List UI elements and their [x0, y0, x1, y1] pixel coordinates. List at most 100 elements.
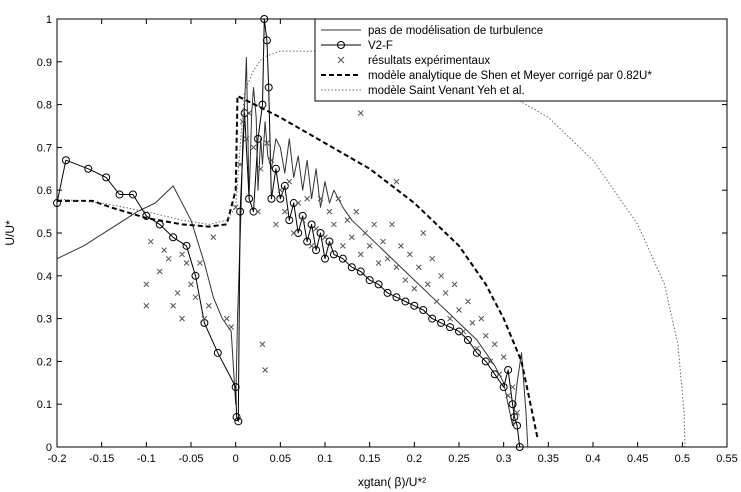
experimental-point	[469, 320, 476, 326]
y-tick-label: 0.9	[37, 57, 52, 69]
experimental-point	[424, 281, 431, 288]
experimental-point	[165, 255, 172, 262]
series-layer	[53, 15, 686, 451]
v2f-marker	[455, 327, 463, 336]
y-tick-label: 1	[46, 14, 52, 26]
v2f-marker	[513, 421, 522, 430]
v2f-marker	[289, 199, 298, 208]
v2f-marker	[285, 216, 294, 225]
experimental-point	[143, 302, 150, 309]
experimental-point	[170, 302, 176, 309]
experimental-point	[322, 234, 328, 241]
experimental-point	[340, 242, 346, 249]
experimental-point	[353, 208, 360, 215]
experimental-point	[491, 341, 498, 348]
y-tick-label: 0.5	[37, 228, 52, 240]
v2f-marker	[410, 301, 419, 310]
v2f-marker	[472, 348, 481, 357]
legend-label-experimental: résultats expérimentaux	[368, 55, 490, 67]
experimental-point	[237, 161, 243, 168]
experimental-point	[496, 371, 503, 378]
experimental-point	[192, 294, 199, 301]
x-tick-label: 0.35	[538, 453, 559, 465]
experimental-point	[500, 354, 507, 360]
v2f-marker	[142, 211, 151, 220]
experimental-point	[407, 251, 413, 258]
v2f-marker	[232, 413, 241, 422]
y-tick-label: 0.7	[37, 142, 52, 154]
v2f-marker	[169, 233, 178, 242]
experimental-point	[281, 208, 288, 215]
experimental-point	[143, 281, 150, 288]
experimental-point	[393, 178, 400, 185]
experimental-point	[433, 298, 440, 305]
experimental-point	[268, 157, 275, 164]
v2f-marker	[240, 109, 249, 118]
experimental-point	[366, 242, 373, 249]
legend: pas de modélisation de turbulence V2-F r…	[314, 18, 728, 102]
experimental-point	[474, 345, 480, 352]
x-axis-label: xgtan( β)/U*²	[358, 475, 426, 489]
y-tick-label: 0.6	[37, 185, 52, 197]
experimental-point	[273, 221, 279, 228]
v2f-marker	[84, 164, 93, 173]
y-tick-label: 0.8	[37, 100, 52, 112]
v2f-marker	[303, 237, 312, 246]
v2f-marker	[508, 400, 517, 409]
legend-label-no-turbulence: pas de modélisation de turbulence	[368, 25, 543, 37]
x-tick-label: -0.15	[89, 453, 114, 465]
v2f-marker	[264, 83, 273, 92]
y-tick-label: 0.2	[37, 356, 52, 368]
legend-label-shen-meyer: modèle analytique de Shen et Meyer corri…	[368, 70, 652, 82]
experimental-point	[188, 281, 194, 288]
experimental-point	[156, 268, 163, 275]
experimental-point	[393, 264, 400, 271]
experimental-point	[304, 195, 310, 202]
experimental-point	[295, 200, 302, 206]
experimental-point	[257, 165, 264, 172]
experimental-point	[206, 302, 212, 309]
v2f-marker	[338, 254, 347, 263]
experimental-point	[197, 260, 203, 266]
x-tick-label: 0	[233, 453, 239, 465]
experimental-point	[239, 118, 246, 125]
v2f-marker	[236, 207, 245, 216]
experimental-point	[201, 315, 208, 322]
experimental-point	[380, 238, 386, 245]
experimental-point	[384, 255, 391, 262]
experimental-point	[447, 315, 453, 322]
experimental-point	[429, 255, 436, 262]
v2f-marker	[245, 194, 254, 203]
experimental-point	[344, 217, 351, 224]
v2f-marker	[182, 241, 191, 250]
v2f-marker	[61, 156, 70, 165]
experimental-point	[246, 110, 252, 117]
series-2-line	[57, 95, 539, 439]
experimental-point	[357, 110, 364, 117]
v2f-marker	[312, 246, 321, 255]
v2f-marker	[374, 280, 383, 289]
experimental-point	[420, 230, 427, 236]
x-tick-label: 0.2	[407, 453, 422, 465]
experimental-point	[371, 221, 377, 228]
experimental-point	[362, 230, 369, 236]
x-tick-label: 0.15	[359, 453, 380, 465]
experimental-point	[259, 341, 266, 348]
experimental-point	[243, 135, 250, 142]
v2f-marker	[325, 237, 334, 246]
experimental-point	[210, 234, 217, 241]
experimental-point	[179, 251, 185, 258]
v2f-marker	[307, 220, 316, 229]
v2f-marker	[356, 267, 365, 276]
experimental-point	[398, 242, 404, 249]
experimental-point	[262, 367, 269, 373]
legend-label-saint-venant: modèle Saint Venant Yeh et al.	[368, 85, 525, 97]
x-tick-label: 0.45	[627, 453, 648, 465]
v2f-marker	[383, 288, 392, 297]
y-tick-label: 0.1	[37, 399, 52, 411]
v2f-marker	[401, 297, 410, 306]
experimental-point	[147, 238, 154, 245]
experimental-point	[255, 208, 261, 215]
experimental-point	[326, 208, 333, 215]
series-1-line	[56, 18, 521, 448]
